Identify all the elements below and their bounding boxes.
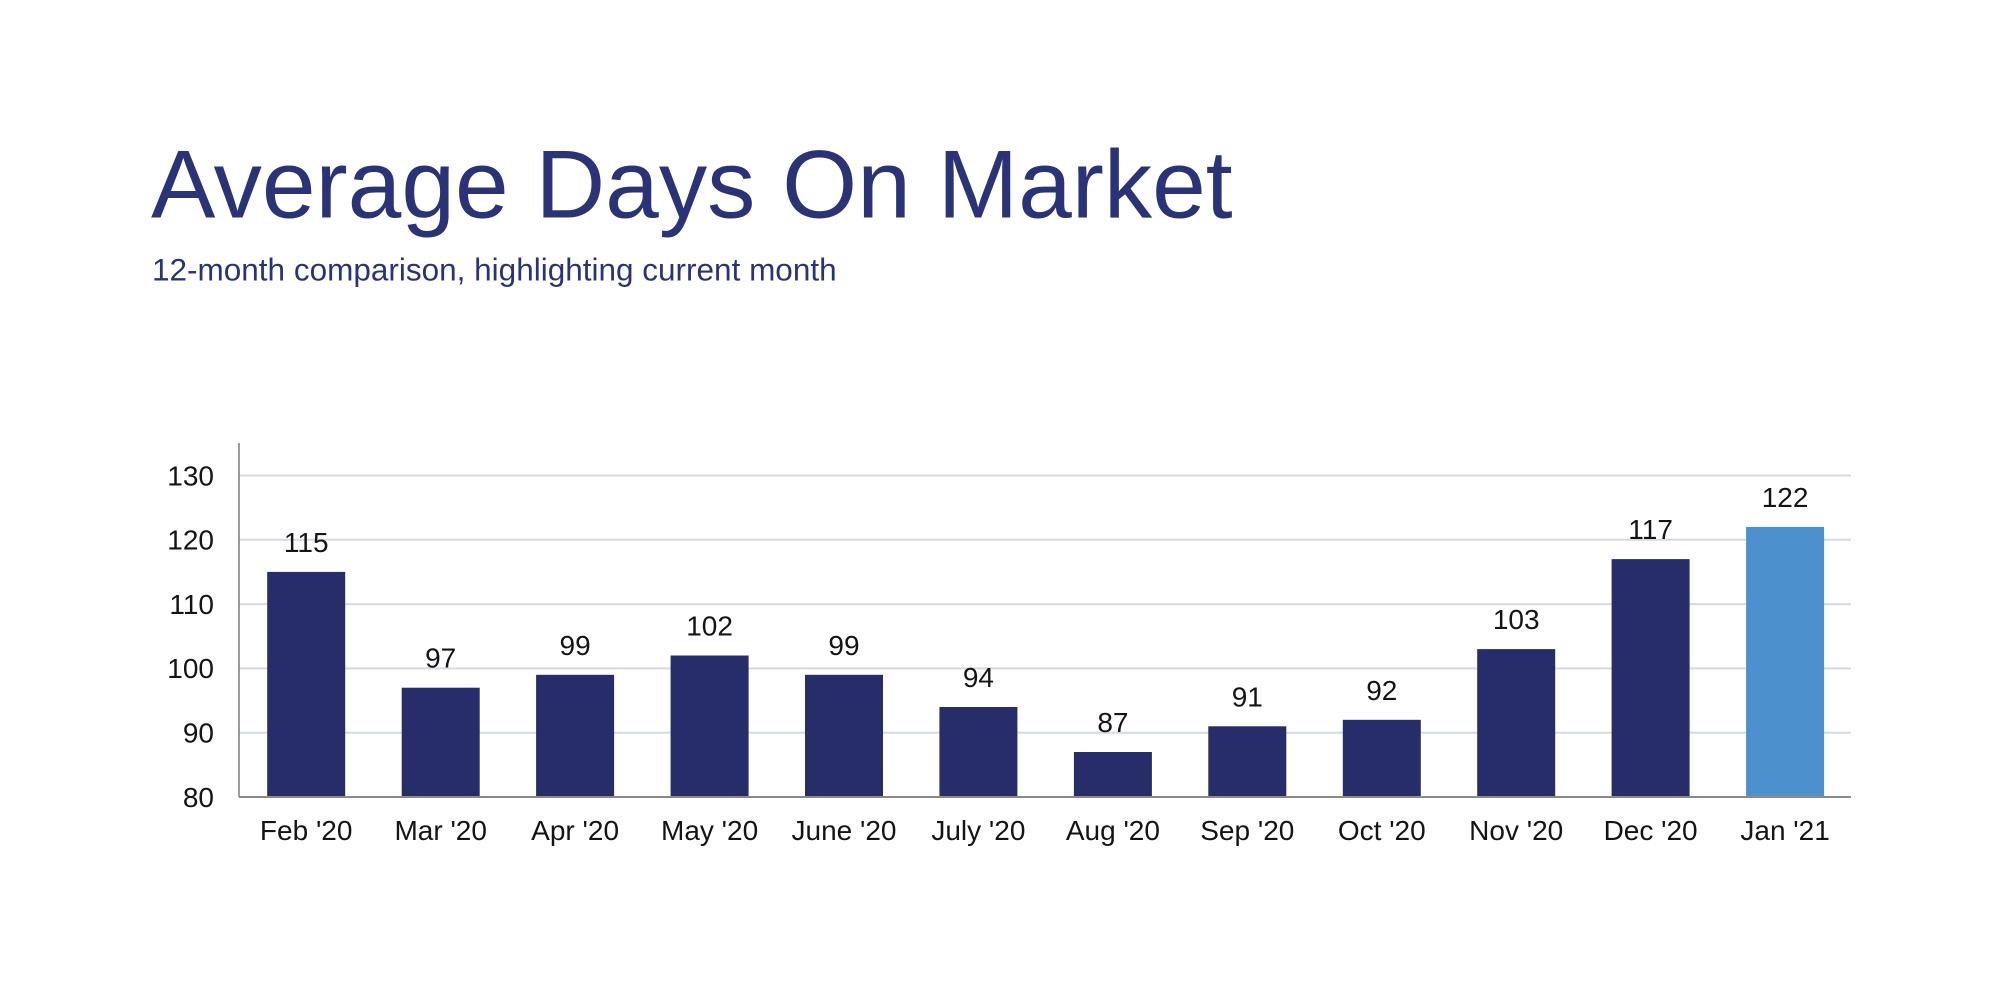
- svg-text:122: 122: [1762, 482, 1809, 513]
- svg-text:94: 94: [963, 662, 994, 693]
- svg-text:103: 103: [1493, 604, 1540, 635]
- svg-text:May '20: May '20: [661, 815, 758, 846]
- svg-text:Average Days On Market: Average Days On Market: [151, 132, 1233, 239]
- svg-text:July '20: July '20: [931, 815, 1025, 846]
- svg-text:120: 120: [167, 525, 214, 556]
- svg-text:87: 87: [1097, 707, 1128, 738]
- svg-text:June '20: June '20: [792, 815, 897, 846]
- svg-text:99: 99: [560, 630, 591, 661]
- svg-text:Jan '21: Jan '21: [1740, 815, 1829, 846]
- svg-text:Aug '20: Aug '20: [1066, 815, 1160, 846]
- svg-text:Apr '20: Apr '20: [531, 815, 619, 846]
- svg-text:117: 117: [1628, 514, 1673, 545]
- svg-text:Nov '20: Nov '20: [1469, 815, 1563, 846]
- svg-text:97: 97: [425, 643, 456, 674]
- svg-text:100: 100: [167, 653, 214, 684]
- svg-text:92: 92: [1366, 675, 1397, 706]
- svg-text:130: 130: [167, 460, 214, 491]
- svg-text:Mar '20: Mar '20: [394, 815, 487, 846]
- svg-text:115: 115: [284, 527, 329, 558]
- svg-text:91: 91: [1232, 681, 1263, 712]
- svg-text:Sep '20: Sep '20: [1200, 815, 1294, 846]
- svg-text:Dec '20: Dec '20: [1604, 815, 1698, 846]
- svg-text:Oct '20: Oct '20: [1338, 815, 1426, 846]
- svg-text:102: 102: [686, 611, 733, 642]
- svg-text:80: 80: [183, 782, 214, 813]
- svg-text:110: 110: [169, 589, 214, 620]
- svg-text:99: 99: [828, 630, 859, 661]
- svg-text:Feb '20: Feb '20: [260, 815, 353, 846]
- svg-text:90: 90: [183, 718, 214, 749]
- svg-text:12-month comparison, highlight: 12-month comparison, highlighting curren…: [152, 252, 837, 288]
